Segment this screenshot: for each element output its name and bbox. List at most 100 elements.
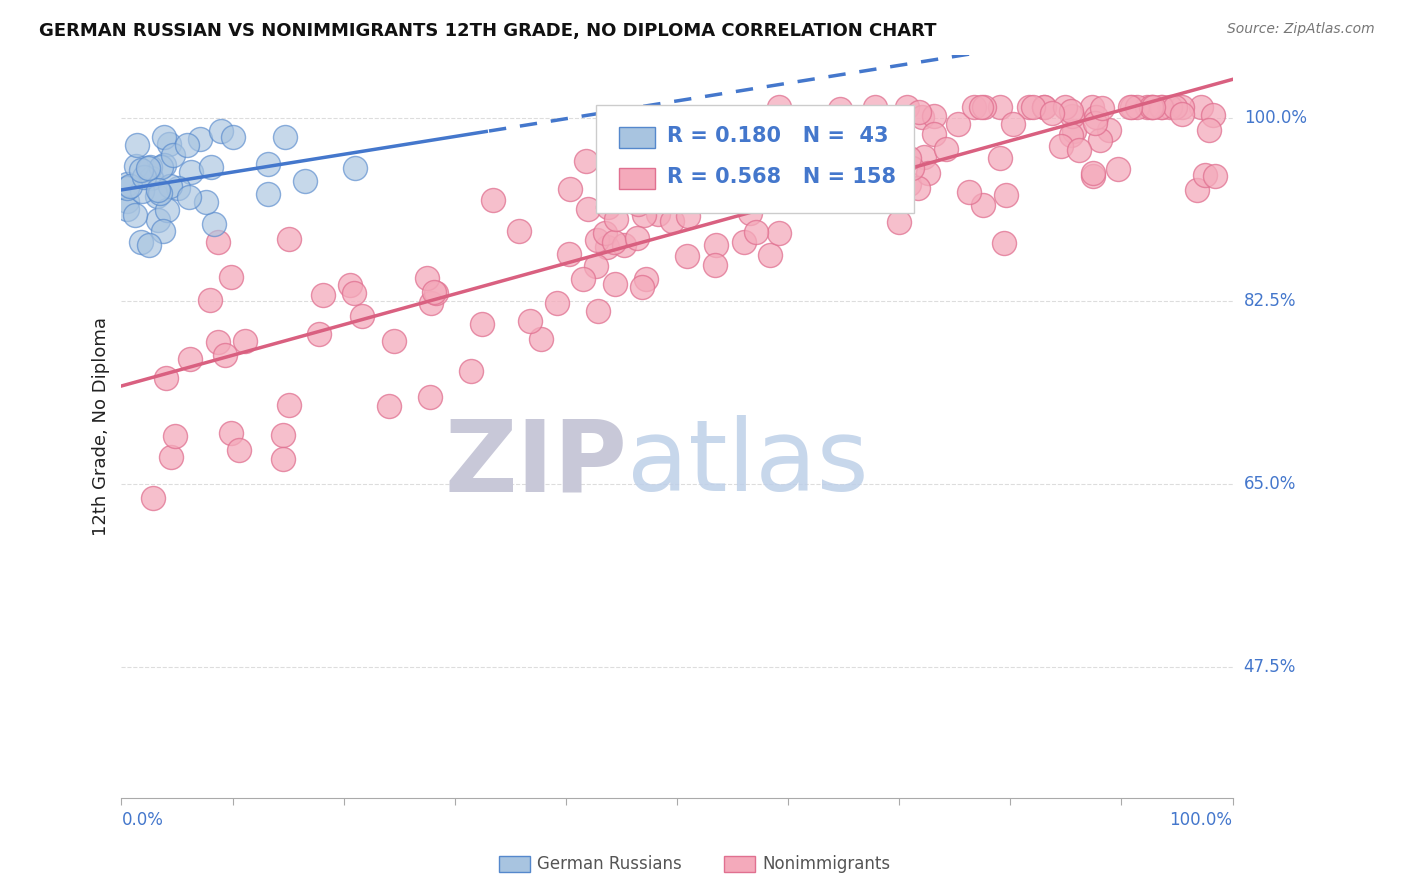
Point <box>957 186 980 200</box>
Point <box>1060 103 1083 118</box>
Point <box>972 198 994 212</box>
Point <box>148 183 170 197</box>
Point <box>1050 139 1073 153</box>
Point <box>596 200 619 214</box>
Point <box>274 130 297 145</box>
Point <box>378 399 401 413</box>
Point <box>1018 100 1040 114</box>
Point <box>294 173 316 187</box>
Point <box>1040 106 1063 120</box>
Point <box>575 153 598 168</box>
Point <box>970 100 993 114</box>
Text: German Russians: German Russians <box>537 855 682 873</box>
Point <box>879 119 901 133</box>
Point <box>613 237 636 252</box>
Point <box>271 428 294 442</box>
Point <box>159 178 181 193</box>
Point <box>425 286 447 301</box>
Text: 82.5%: 82.5% <box>1244 292 1296 310</box>
Point <box>924 127 946 141</box>
FancyBboxPatch shape <box>596 105 914 213</box>
Point <box>1090 133 1112 147</box>
Point <box>207 335 229 350</box>
Point <box>593 226 616 240</box>
Point <box>1069 143 1091 157</box>
Point <box>1032 100 1054 114</box>
Point <box>946 117 969 131</box>
Point <box>152 158 174 172</box>
Point <box>578 202 600 216</box>
Point <box>125 159 148 173</box>
Point <box>343 286 366 301</box>
Point <box>308 327 330 342</box>
Point <box>209 124 232 138</box>
Point <box>162 148 184 162</box>
Point <box>228 442 250 457</box>
Point <box>1142 100 1164 114</box>
Point <box>605 212 627 227</box>
Point <box>1080 100 1102 114</box>
Point <box>160 450 183 464</box>
Point <box>1033 100 1056 114</box>
Point <box>963 100 986 114</box>
Point <box>772 140 794 154</box>
FancyBboxPatch shape <box>619 128 655 148</box>
Point <box>1119 100 1142 114</box>
Point <box>423 285 446 300</box>
Point <box>419 391 441 405</box>
Point <box>139 160 162 174</box>
Point <box>221 129 243 144</box>
Point <box>382 334 405 349</box>
Point <box>1053 100 1076 114</box>
Point <box>278 398 301 412</box>
Point <box>415 270 437 285</box>
Point <box>257 157 280 171</box>
Point <box>1136 100 1159 114</box>
Point <box>793 191 815 205</box>
Point <box>973 100 995 114</box>
Point <box>1062 109 1084 123</box>
Point <box>163 429 186 443</box>
Text: 65.0%: 65.0% <box>1244 475 1296 493</box>
Point <box>530 332 553 346</box>
Point <box>219 425 242 440</box>
Point <box>1159 100 1181 114</box>
Point <box>647 207 669 221</box>
Point <box>115 194 138 208</box>
Point <box>124 208 146 222</box>
Point <box>994 188 1017 202</box>
Point <box>1171 100 1194 114</box>
Point <box>799 169 821 184</box>
Point <box>900 161 922 175</box>
Point <box>634 272 657 286</box>
Point <box>188 132 211 146</box>
Point <box>718 158 741 172</box>
Point <box>519 314 541 328</box>
Point <box>350 309 373 323</box>
Point <box>1194 168 1216 182</box>
Text: 0.0%: 0.0% <box>121 811 163 829</box>
Point <box>988 151 1011 165</box>
Text: 100.0%: 100.0% <box>1244 109 1306 127</box>
Point <box>889 215 911 229</box>
Text: atlas: atlas <box>627 416 869 512</box>
Point <box>115 202 138 217</box>
Point <box>897 177 920 191</box>
Point <box>676 210 699 224</box>
Point <box>738 206 761 220</box>
Point <box>603 277 626 291</box>
Point <box>789 160 811 174</box>
Point <box>1084 116 1107 130</box>
Point <box>1063 124 1085 138</box>
Point <box>156 203 179 218</box>
Point <box>835 179 858 194</box>
Point <box>768 100 790 114</box>
Point <box>136 161 159 175</box>
Point <box>257 186 280 201</box>
Point <box>627 197 650 211</box>
Point <box>1150 100 1173 114</box>
Text: ZIP: ZIP <box>444 416 627 512</box>
Point <box>560 182 582 196</box>
Point <box>596 239 619 253</box>
Point <box>1081 169 1104 183</box>
